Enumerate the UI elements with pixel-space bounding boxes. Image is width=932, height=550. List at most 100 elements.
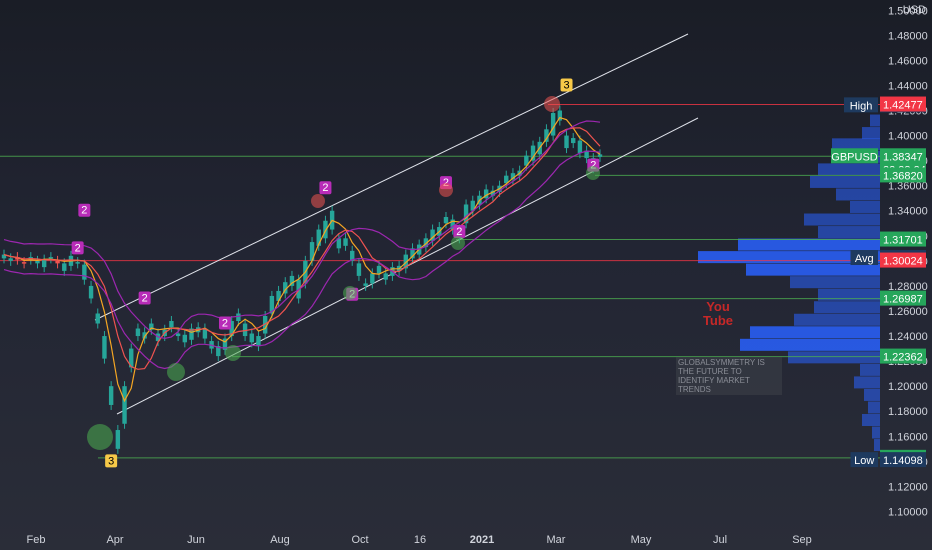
y-tick-label: 1.26000 — [888, 306, 928, 318]
candle-body — [571, 138, 576, 144]
candle-body — [276, 290, 281, 301]
candle-body — [283, 282, 288, 294]
candle-body — [122, 386, 127, 424]
price-label-tag — [850, 452, 878, 468]
candle-body — [269, 295, 275, 314]
price-label-tag — [831, 148, 878, 164]
candle-body — [323, 220, 328, 239]
candle-body — [41, 259, 47, 268]
pivot-circle — [311, 194, 325, 208]
signal-marker-label: 2 — [75, 242, 81, 254]
y-tick-label: 1.44000 — [888, 80, 928, 92]
volume-profile-bar — [794, 313, 880, 326]
candle-body — [483, 189, 489, 199]
candle-body — [490, 190, 496, 196]
volume-profile-bar — [818, 163, 880, 176]
x-tick-label: May — [631, 534, 652, 546]
x-tick-label: Sep — [792, 534, 812, 546]
candle-body — [1, 254, 7, 259]
candle-body — [309, 242, 315, 261]
signal-marker — [453, 225, 466, 239]
volume-profile-bar — [738, 238, 880, 251]
price-label-box — [880, 96, 926, 112]
y-tick-label: 1.16000 — [888, 431, 928, 443]
volume-profile-bar — [872, 426, 880, 439]
band-lower-line — [3, 150, 601, 370]
candle-body — [75, 262, 80, 264]
volume-profile-bar — [746, 263, 880, 276]
volume-profile-bar — [862, 127, 880, 140]
price-label-value: 1.42477 — [883, 100, 923, 112]
candle-body — [336, 238, 342, 249]
signal-marker-label: 2 — [222, 318, 228, 330]
candle-body — [557, 110, 563, 121]
candle-body — [102, 336, 107, 359]
candle-body — [35, 260, 40, 264]
price-label-value: 1.30024 — [883, 256, 923, 268]
price-label-tag — [850, 250, 878, 266]
signal-marker-label: 3 — [108, 455, 114, 467]
price-label-box — [880, 252, 926, 268]
candle-body — [55, 260, 60, 264]
price-label-name: High — [850, 100, 873, 112]
candle-body — [370, 273, 375, 284]
pivot-circle — [451, 236, 465, 250]
x-tick-label: 2021 — [470, 534, 494, 546]
signal-marker — [105, 454, 118, 468]
candle-body — [410, 248, 415, 259]
price-label-value: 1.26987 — [883, 294, 923, 306]
volume-profile-bar — [864, 388, 880, 401]
candle-body — [383, 273, 388, 280]
volume-profile-bar — [814, 301, 880, 314]
youtube-logo: You Tube — [700, 300, 736, 328]
volume-profile-bar — [860, 363, 880, 376]
candle-body — [108, 386, 114, 405]
candle-body — [202, 328, 208, 339]
candle-body — [115, 430, 121, 449]
y-tick-label: 1.34000 — [888, 206, 928, 218]
candle-body — [182, 334, 188, 343]
candle-body — [550, 113, 556, 136]
pivot-circle — [586, 166, 600, 180]
volume-profile-bar — [810, 175, 880, 188]
price-label-tag — [844, 97, 878, 113]
candle-body — [564, 135, 569, 149]
volume-profile-bar — [818, 288, 880, 301]
volume-profile-bar — [818, 226, 880, 239]
signal-marker — [138, 291, 151, 305]
candle-body — [423, 238, 429, 248]
signal-marker-label: 2 — [81, 205, 87, 217]
volume-profile-bar — [790, 276, 880, 289]
y-tick-label: 1.12000 — [888, 481, 928, 493]
price-label-name: Low — [854, 455, 874, 467]
candle-body — [95, 313, 100, 324]
x-tick-label: Jun — [187, 534, 205, 546]
channel-upper-line — [94, 33, 689, 321]
candle-body — [597, 154, 603, 157]
y-tick-label: 1.28000 — [888, 281, 928, 293]
volume-profile-bar — [862, 414, 880, 426]
candle-body — [430, 229, 435, 241]
candle-body — [363, 283, 368, 286]
signal-marker-label: 2 — [322, 182, 328, 194]
signal-marker-label: 2 — [456, 226, 462, 238]
signal-marker — [319, 181, 332, 195]
youtube-tube: Tube — [702, 313, 734, 328]
signal-marker-label: 2 — [590, 160, 596, 172]
price-label-value: 1.14098 — [883, 455, 923, 467]
y-tick-label: 1.36000 — [888, 181, 928, 193]
candle-body — [262, 316, 268, 334]
volume-profile-bar — [854, 376, 880, 389]
candle-body — [544, 129, 549, 142]
pivot-circle — [225, 345, 241, 361]
candle-body — [343, 238, 348, 246]
x-tick-label: Oct — [351, 534, 368, 546]
candle-body — [48, 257, 54, 259]
ma-slow-line — [3, 127, 601, 370]
signal-marker — [71, 241, 84, 255]
pivot-circle — [544, 96, 560, 112]
volume-profile-bar — [750, 326, 880, 339]
candle-body — [504, 175, 509, 184]
signal-marker-label: 3 — [563, 79, 569, 91]
